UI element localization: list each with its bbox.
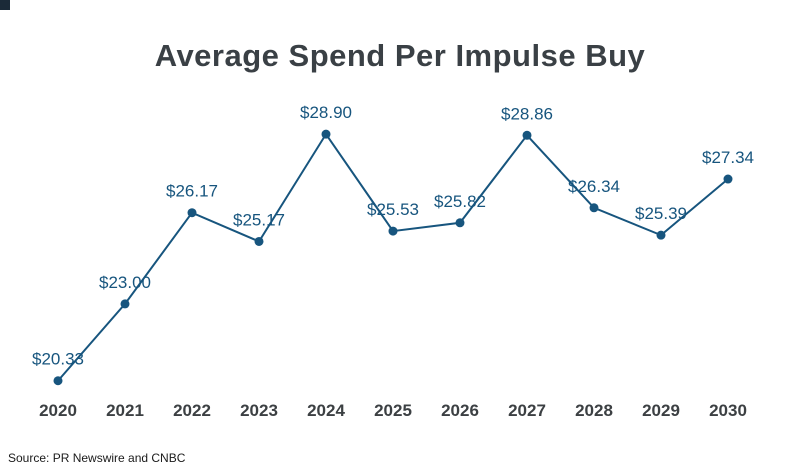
data-point <box>254 236 264 246</box>
data-point <box>723 174 733 184</box>
x-tick-label: 2025 <box>374 401 412 420</box>
value-label: $28.86 <box>501 104 553 123</box>
value-label: $20.33 <box>32 350 84 369</box>
value-label: $28.90 <box>300 103 352 122</box>
x-tick-label: 2023 <box>240 401 278 420</box>
trend-line <box>57 132 729 382</box>
data-point <box>53 376 63 386</box>
chart-title: Average Spend Per Impulse Buy <box>154 38 646 73</box>
source-note: Source: PR Newswire and CNBC <box>8 451 186 465</box>
x-tick-label: 2030 <box>709 401 747 420</box>
x-tick-label: 2024 <box>307 401 345 420</box>
x-tick-label: 2026 <box>441 401 479 420</box>
x-tick-label: 2027 <box>508 401 546 420</box>
value-label: $25.82 <box>434 192 486 211</box>
x-tick-label: 2028 <box>575 401 613 420</box>
x-tick-label: 2029 <box>642 401 680 420</box>
value-label: $25.39 <box>635 204 687 223</box>
data-point <box>120 299 130 309</box>
data-point <box>321 129 331 139</box>
value-label: $26.17 <box>166 182 218 201</box>
value-label: $25.17 <box>233 210 285 229</box>
data-point <box>388 226 398 236</box>
value-label: $23.00 <box>99 273 151 292</box>
data-point <box>522 130 532 140</box>
data-point <box>187 208 197 218</box>
x-tick-label: 2022 <box>173 401 211 420</box>
value-label: $27.34 <box>702 148 754 167</box>
data-point <box>455 218 465 228</box>
data-point <box>589 203 599 213</box>
corner-mark <box>0 0 10 10</box>
x-tick-label: 2020 <box>39 401 77 420</box>
data-point <box>656 230 666 240</box>
value-label: $25.53 <box>367 200 419 219</box>
value-label: $26.34 <box>568 177 620 196</box>
x-tick-label: 2021 <box>106 401 144 420</box>
